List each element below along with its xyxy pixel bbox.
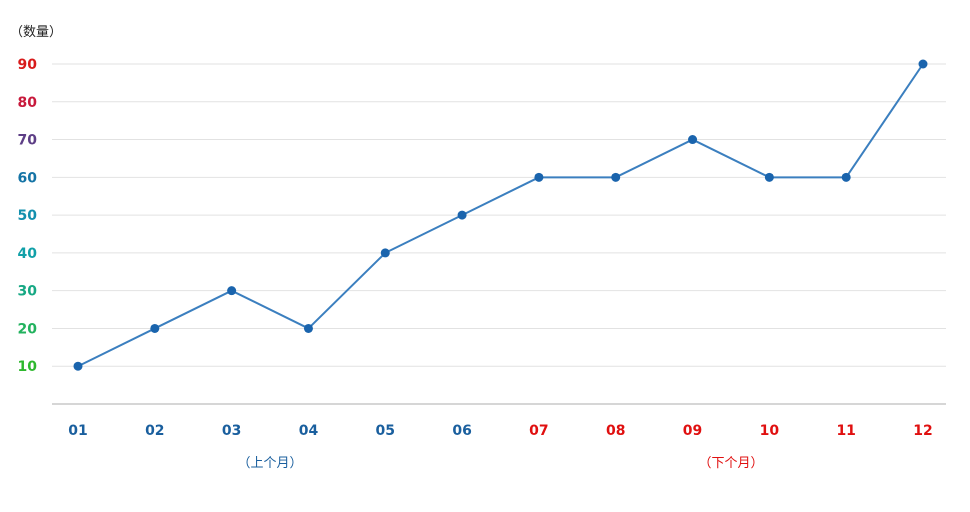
y-tick-label: 50 bbox=[18, 208, 38, 224]
y-tick-label: 60 bbox=[18, 170, 38, 186]
y-unit-label: （数量） bbox=[10, 25, 62, 40]
x-axis-ticks: 01 02 03 04 05 06 07 08 09 10 11 12 bbox=[68, 423, 932, 439]
x-tick-label: 06 bbox=[452, 423, 471, 439]
x-tick-label: 04 bbox=[299, 423, 319, 439]
data-point-10 bbox=[764, 172, 774, 182]
series-layer bbox=[73, 59, 928, 371]
x-tick-label: 01 bbox=[68, 423, 87, 439]
y-tick-label: 80 bbox=[18, 95, 38, 111]
x-tick-label: 05 bbox=[376, 423, 395, 439]
x-tick-label: 11 bbox=[836, 423, 855, 439]
data-point-01 bbox=[73, 361, 83, 371]
data-point-05 bbox=[380, 248, 390, 258]
data-point-09 bbox=[688, 135, 698, 145]
data-point-03 bbox=[227, 286, 237, 296]
data-point-04 bbox=[303, 323, 313, 333]
y-tick-label: 10 bbox=[18, 359, 38, 375]
y-tick-label: 40 bbox=[18, 246, 38, 262]
x-tick-label: 09 bbox=[683, 423, 702, 439]
y-tick-label: 70 bbox=[18, 133, 38, 149]
x-tick-label: 12 bbox=[913, 423, 932, 439]
x-tick-label: 03 bbox=[222, 423, 241, 439]
grid-lines bbox=[52, 63, 946, 367]
data-point-12 bbox=[918, 59, 928, 69]
y-tick-label: 30 bbox=[18, 284, 38, 300]
x-tick-label: 07 bbox=[529, 423, 548, 439]
x-tick-label: 02 bbox=[145, 423, 164, 439]
group-label: （下个月） bbox=[698, 456, 763, 471]
group-label: （上个月） bbox=[238, 456, 303, 471]
x-tick-label: 08 bbox=[606, 423, 625, 439]
series-line bbox=[77, 63, 924, 368]
data-point-08 bbox=[611, 172, 621, 182]
data-point-02 bbox=[150, 323, 160, 333]
data-point-06 bbox=[457, 210, 467, 220]
y-axis-ticks: 10 20 30 40 50 60 70 80 90 bbox=[18, 57, 38, 375]
x-tick-label: 10 bbox=[760, 423, 780, 439]
y-tick-label: 90 bbox=[18, 57, 38, 73]
data-point-11 bbox=[841, 172, 851, 182]
y-tick-label: 20 bbox=[18, 321, 38, 337]
data-point-07 bbox=[534, 172, 544, 182]
month-group-labels: （上个月） （下个月） bbox=[238, 456, 764, 471]
